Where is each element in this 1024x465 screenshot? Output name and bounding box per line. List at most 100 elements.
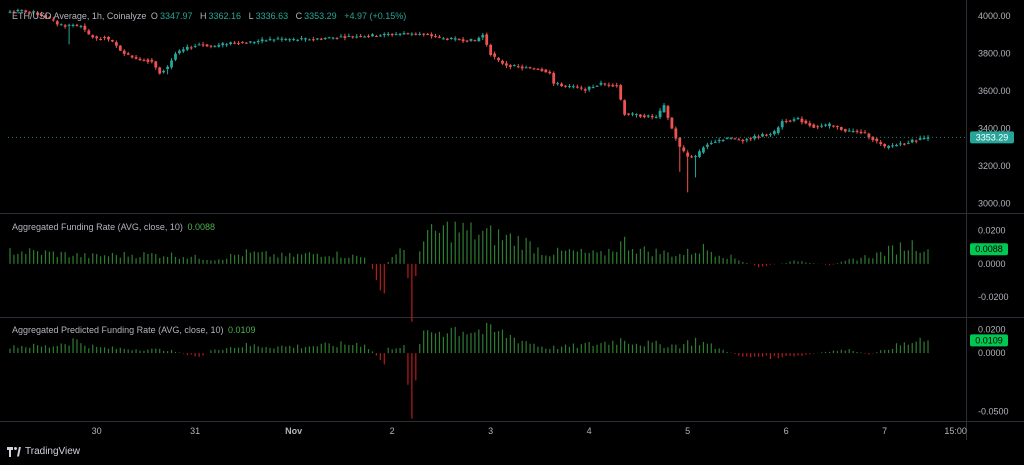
candle-body	[788, 120, 792, 122]
candle-body	[536, 68, 540, 70]
candle-body	[729, 137, 733, 139]
candle-body	[902, 143, 906, 145]
candle-body	[154, 61, 158, 68]
candle-body	[619, 85, 623, 100]
candle-body	[646, 115, 650, 117]
candle-body	[871, 136, 875, 141]
candle-body	[891, 145, 894, 147]
candle-body	[197, 44, 201, 46]
candle-body	[776, 127, 780, 133]
candle-body	[449, 37, 453, 39]
candle-body	[166, 66, 169, 70]
candle-body	[422, 33, 426, 35]
candle-body	[839, 127, 843, 130]
candle-body	[406, 33, 410, 35]
candle-body	[430, 34, 433, 37]
candle-body	[796, 118, 800, 120]
candle-body	[146, 59, 150, 62]
candle-body	[461, 39, 465, 42]
candle-body	[178, 50, 181, 54]
candle-body	[36, 12, 39, 15]
candle-body	[426, 33, 430, 35]
candle-body	[51, 19, 55, 21]
last-price-badge	[970, 131, 1014, 144]
funding-legend: Aggregated Funding Rate (AVG, close, 10)…	[12, 222, 217, 232]
candle-body	[469, 39, 473, 41]
candle-body	[47, 17, 51, 19]
candle-body	[745, 139, 749, 141]
candle-body	[418, 33, 422, 35]
predicted-legend: Aggregated Predicted Funding Rate (AVG, …	[12, 325, 258, 335]
candle-body	[835, 126, 839, 128]
candle-body	[256, 41, 260, 43]
candle-body	[757, 136, 760, 138]
candle-body	[378, 35, 382, 37]
candle-body	[16, 9, 20, 12]
candle-body	[749, 138, 753, 140]
indicator-axis-tick: 0.0000	[978, 259, 1006, 269]
candle-body	[568, 86, 571, 88]
candle-body	[414, 33, 418, 35]
candle-body	[158, 67, 162, 74]
candle-body	[63, 25, 67, 27]
funding-value: 0.0088	[187, 222, 215, 232]
candle-body	[501, 60, 504, 64]
tradingview-brand[interactable]: TradingView	[7, 446, 80, 457]
price-axis-tick: 3200.00	[978, 161, 1011, 171]
candle-body	[248, 41, 252, 43]
candle-body	[615, 85, 619, 87]
candle-body	[670, 117, 674, 129]
candle-body	[599, 82, 603, 85]
price-legend: ETH/USD Average, 1h, Coinalyze O 3347.97 …	[12, 11, 408, 21]
time-axis-tick: Nov	[285, 426, 302, 436]
candle-body	[879, 142, 883, 144]
candle-body	[843, 129, 847, 132]
ohlc-close: 3353.29	[304, 11, 337, 21]
candle-body	[339, 36, 343, 38]
candle-body	[847, 130, 851, 132]
indicator-axis-tick: 0.0000	[978, 348, 1006, 358]
candle-body	[591, 87, 595, 89]
candle-body	[733, 138, 737, 140]
candle-body	[142, 59, 146, 61]
candle-body	[252, 42, 256, 44]
indicator-value-label: 0.0088	[975, 244, 1003, 254]
candle-body	[288, 39, 292, 41]
candle-body	[114, 42, 118, 46]
candle-body	[828, 123, 831, 127]
candle-body	[717, 139, 721, 142]
candle-body	[792, 119, 796, 121]
candle-body	[331, 37, 335, 39]
candle-body	[311, 39, 315, 41]
candle-body	[883, 143, 887, 147]
candle-body	[453, 38, 457, 40]
time-axis-tick: 30	[92, 426, 102, 436]
candle-body	[690, 156, 694, 158]
candle-body	[477, 37, 481, 42]
candle-body	[741, 139, 745, 142]
candle-body	[225, 44, 229, 46]
ohlc-l-label: L	[248, 11, 254, 21]
time-axis-tick: 6	[784, 426, 789, 436]
candle-body	[260, 39, 264, 42]
candle-body	[721, 140, 725, 142]
price-title: ETH/USD Average, 1h, Coinalyze	[12, 11, 147, 21]
candle-body	[638, 114, 642, 117]
price-axis-tick: 3000.00	[978, 199, 1011, 209]
candle-body	[24, 10, 28, 12]
candle-body	[75, 24, 79, 26]
candle-body	[769, 134, 772, 136]
funding-title: Aggregated Funding Rate (AVG, close, 10)	[12, 222, 183, 232]
candle-body	[351, 36, 355, 38]
candle-body	[457, 38, 461, 40]
candle-body	[694, 156, 697, 158]
candle-body	[382, 33, 386, 36]
candle-body	[914, 140, 918, 142]
price-axis-tick: 3400.00	[978, 124, 1011, 134]
time-axis-tick: 7	[882, 426, 887, 436]
predicted-value: 0.0109	[227, 325, 256, 335]
candle-body	[371, 34, 374, 37]
indicator-value-badge	[970, 334, 1008, 347]
